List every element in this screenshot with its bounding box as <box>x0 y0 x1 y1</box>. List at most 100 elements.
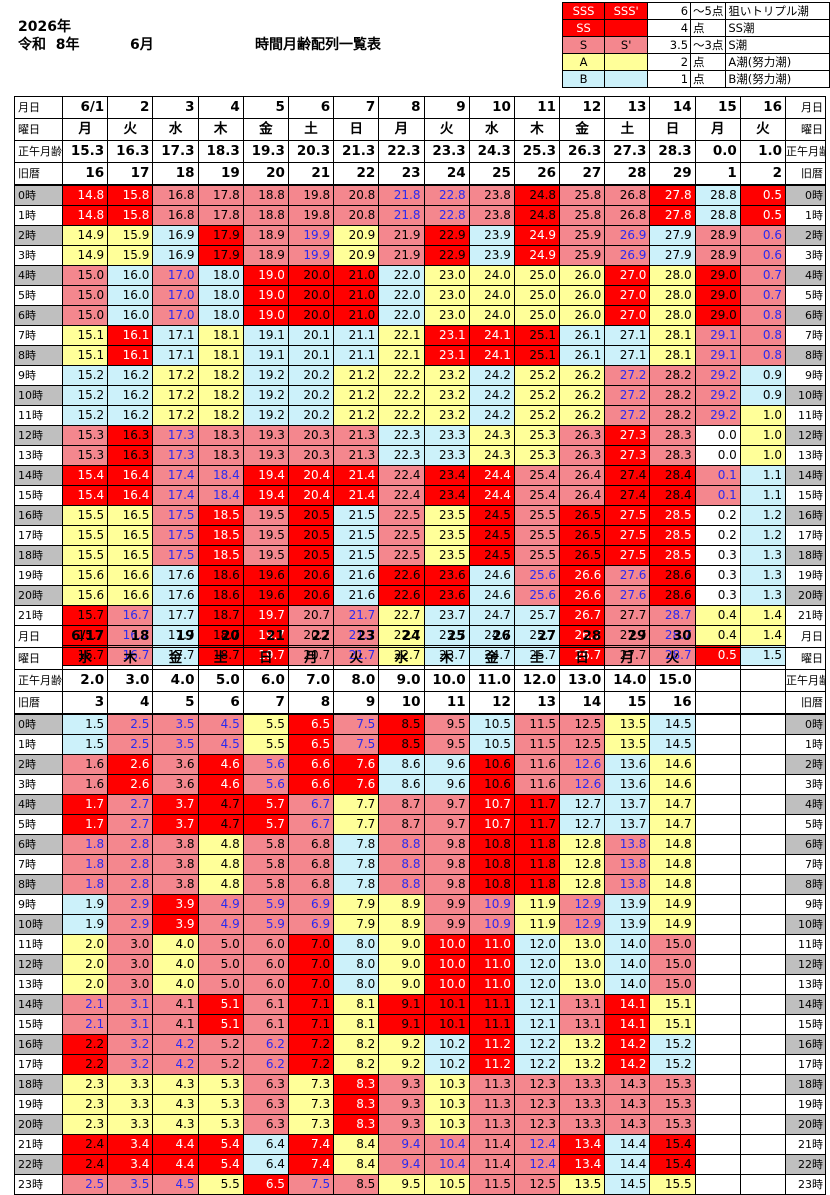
moon-age-cell: 28.0 <box>649 265 696 286</box>
moon-age-cell: 9.8 <box>423 874 470 895</box>
moon-age-cell: 1.3 <box>739 545 787 566</box>
moon-age-cell: 7.3 <box>287 1094 335 1115</box>
hour-label: 13時 <box>14 974 63 995</box>
moon-age-cell: 12.7 <box>559 814 606 835</box>
moon-age-cell: 27.5 <box>604 525 651 546</box>
moon-age-cell: 19.0 <box>242 265 289 286</box>
moon-age-cell: 17.8 <box>197 205 244 226</box>
moon-age-cell: 21.8 <box>378 205 425 226</box>
hour-label: 8時 <box>14 345 63 366</box>
hour-row: 3時 14.9 15.9 16.9 17.9 18.9 19.9 20.9 21.9 22.9 23… <box>14 245 826 266</box>
moon-age-cell: 23.2 <box>423 365 470 386</box>
lunar-cell: 3 <box>61 691 109 715</box>
moon-age-cell: 18.3 <box>197 445 244 466</box>
moon-age-cell: 7.6 <box>333 774 380 795</box>
legend-unit: 点 <box>690 70 727 88</box>
moon-age-cell: 2.1 <box>61 994 109 1015</box>
moon-age-cell: 20.8 <box>333 184 380 206</box>
moon-age-cell: 29.0 <box>694 305 741 326</box>
moon-age-cell: 20.8 <box>333 205 380 226</box>
dow-cell: 火 <box>649 647 696 670</box>
moon-age-cell: 28.9 <box>694 245 741 266</box>
legend-swatch: SSS <box>561 2 606 20</box>
page-title: 時間月齢配列一覧表 <box>255 37 381 53</box>
moonage-cell: 7.0 <box>287 669 335 692</box>
moon-age-cell: 1.5 <box>61 713 109 735</box>
hour-label: 11時 <box>14 405 63 426</box>
moon-age-cell: 7.8 <box>333 854 380 875</box>
hour-row: 20時 2.3 3.3 4.3 5.3 6.3 7.3 8.3 9.3 10.3 11.3 12.3 1… <box>14 1114 826 1135</box>
hour-row: 5時 1.7 2.7 3.7 4.7 5.7 6.7 7.7 8.7 9.7 10.7 11.7 12.… <box>14 814 826 835</box>
moon-age-cell: 9.1 <box>378 994 425 1015</box>
moon-age-cell: 0.5 <box>739 184 787 206</box>
moon-age-cell: 0.5 <box>739 205 787 226</box>
lunar-cell: 1 <box>694 162 741 186</box>
hour-row: 12時 2.0 3.0 4.0 5.0 6.0 7.0 8.0 9.0 10.0 11.0 12.0 1… <box>14 954 826 975</box>
moon-age-cell: 10.5 <box>468 734 515 755</box>
moon-age-cell: 21.7 <box>333 605 380 626</box>
moon-age-cell: 6.6 <box>287 774 335 795</box>
moon-age-cell: 10.9 <box>468 894 515 915</box>
row-label: 曜日 <box>14 647 63 670</box>
hour-label: 8時 <box>14 874 63 895</box>
date-cell <box>694 625 741 648</box>
moon-age-cell: 22.5 <box>378 545 425 566</box>
moon-age-cell: 7.1 <box>287 994 335 1015</box>
moon-age-cell: 4.6 <box>197 774 244 795</box>
moon-age-cell: 7.0 <box>287 954 335 975</box>
empty-cell <box>739 1054 787 1075</box>
lunar-cell: 25 <box>468 162 515 186</box>
moon-age-cell: 7.0 <box>287 974 335 995</box>
hour-row: 9時 1.9 2.9 3.9 4.9 5.9 6.9 7.9 8.9 9.9 10.9 11.9 12.… <box>14 894 826 915</box>
moon-age-cell: 13.5 <box>604 734 651 755</box>
moon-age-cell: 14.5 <box>649 734 696 755</box>
hour-row: 10時 15.2 16.2 17.2 18.2 19.2 20.2 21.2 22.2 23.2 2… <box>14 385 826 406</box>
hour-label-right: 14時 <box>785 994 826 1015</box>
moon-age-cell: 8.9 <box>378 914 425 935</box>
moon-age-cell: 18.5 <box>197 505 244 526</box>
moon-age-cell: 18.4 <box>197 465 244 486</box>
moon-age-cell: 28.9 <box>694 225 741 246</box>
moon-age-cell: 22.2 <box>378 365 425 386</box>
hour-label: 6時 <box>14 305 63 326</box>
legend-swatch: SS <box>561 19 606 37</box>
moon-age-cell: 6.3 <box>242 1114 289 1135</box>
moon-age-cell: 4.9 <box>197 914 244 935</box>
hour-label-right: 20時 <box>785 585 826 606</box>
moon-age-cell: 5.2 <box>197 1054 244 1075</box>
hour-row: 12時 15.3 16.3 17.3 18.3 19.3 20.3 21.3 22.3 23.3 2… <box>14 425 826 446</box>
moon-age-cell: 14.3 <box>604 1074 651 1095</box>
moon-age-cell: 5.5 <box>242 734 289 755</box>
moonage-cell: 2.0 <box>61 669 109 692</box>
moon-age-cell: 6.8 <box>287 834 335 855</box>
legend-swatch <box>604 19 649 37</box>
hour-row: 23時 2.5 3.5 4.5 5.5 6.5 7.5 8.5 9.5 10.5 11.5 12.5 1… <box>14 1174 826 1195</box>
lunar-cell: 11 <box>423 691 470 715</box>
hour-label-right: 2時 <box>785 754 826 775</box>
hour-label-right: 17時 <box>785 1054 826 1075</box>
hour-label-right: 15時 <box>785 1014 826 1035</box>
moon-age-cell: 19.7 <box>242 605 289 626</box>
moon-age-cell: 13.7 <box>604 794 651 815</box>
moon-age-cell: 5.8 <box>242 834 289 855</box>
moon-age-cell: 28.5 <box>649 525 696 546</box>
moon-age-cell: 24.3 <box>468 425 515 446</box>
moon-age-cell: 15.4 <box>61 485 109 506</box>
moon-age-cell: 8.4 <box>333 1154 380 1175</box>
moon-age-cell: 20.4 <box>287 485 335 506</box>
moon-age-cell: 18.8 <box>242 184 289 206</box>
moon-age-cell: 0.8 <box>739 305 787 326</box>
moon-age-cell: 1.5 <box>61 734 109 755</box>
hour-label: 16時 <box>14 1034 63 1055</box>
moon-age-cell: 8.8 <box>378 854 425 875</box>
moon-age-cell: 6.3 <box>242 1074 289 1095</box>
moon-age-cell: 5.3 <box>197 1094 244 1115</box>
moon-age-cell: 21.6 <box>333 565 380 586</box>
moon-age-cell: 2.0 <box>61 954 109 975</box>
moon-age-cell: 16.8 <box>152 205 199 226</box>
moon-age-cell: 2.0 <box>61 974 109 995</box>
empty-cell <box>739 713 787 735</box>
moon-age-cell: 0.9 <box>739 385 787 406</box>
hour-label: 10時 <box>14 914 63 935</box>
hour-label-right: 1時 <box>785 205 826 226</box>
